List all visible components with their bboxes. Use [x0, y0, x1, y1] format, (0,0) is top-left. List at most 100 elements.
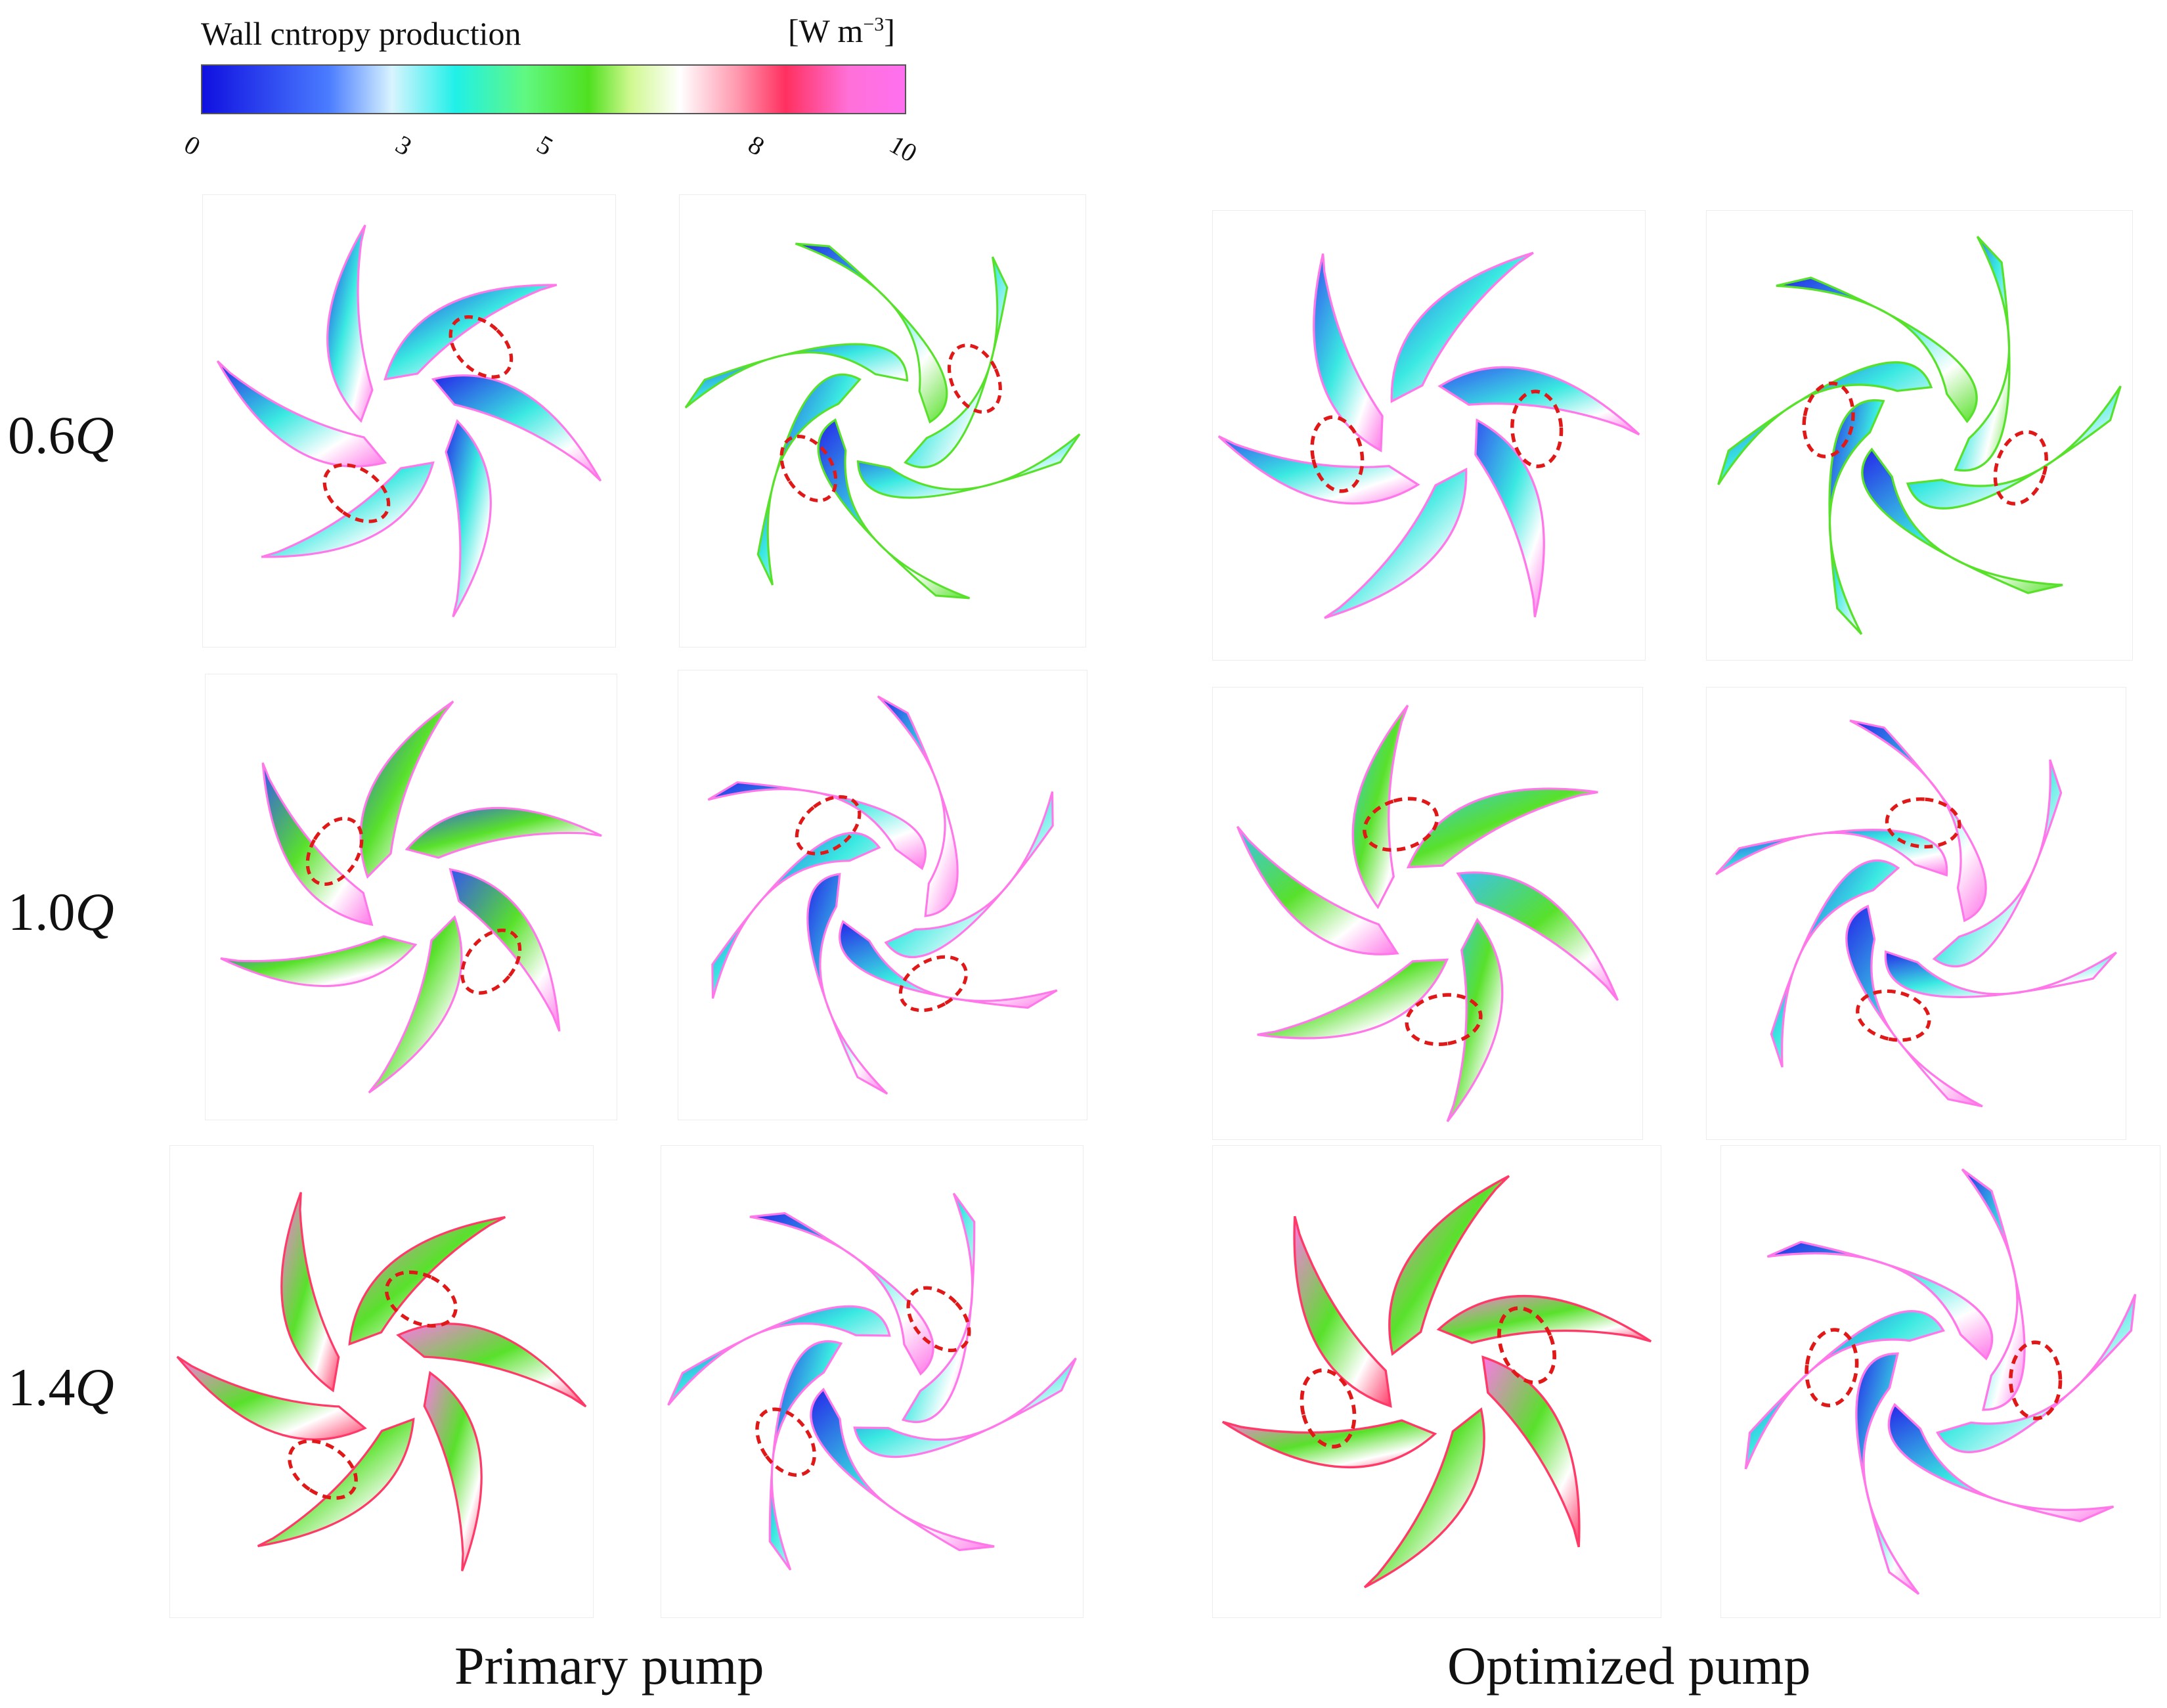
- group-label-primary-pump: Primary pump: [454, 1636, 764, 1696]
- blade-passage-1: [1324, 468, 1468, 619]
- blade-passage-1: [839, 920, 1058, 1009]
- highlight-ellipse-1: [898, 955, 968, 1013]
- blade-passage-5: [1776, 276, 1978, 424]
- blade-passage-6: [795, 242, 948, 424]
- blade-passage-3: [359, 700, 454, 879]
- blade-passage-6: [1257, 958, 1449, 1040]
- blade-passage-5: [877, 695, 959, 917]
- blade-passage-4: [707, 781, 927, 870]
- blade-passage-6: [884, 791, 1054, 959]
- highlight-ellipse-2: [795, 795, 862, 856]
- blade-passage-5: [684, 343, 909, 408]
- highlight-ellipse-1: [460, 929, 522, 995]
- blade-passage-4: [901, 1193, 976, 1424]
- blade-passage-1: [1236, 825, 1399, 955]
- hub: [369, 379, 449, 463]
- highlight-ellipse-1: [1856, 989, 1931, 1042]
- blade-passage-2: [806, 873, 888, 1095]
- blade-passage-5: [1932, 759, 2063, 968]
- blade-passage-6: [1954, 236, 2011, 472]
- blade-passage-2: [667, 1305, 891, 1406]
- colorbar-unit: [W m−3]: [788, 12, 895, 49]
- blade-passage-3: [1961, 1168, 2026, 1411]
- row-label-0.6Q: 0.6Q: [8, 405, 114, 465]
- blade-passage-1: [904, 256, 1009, 469]
- blade-passage-2: [348, 1215, 506, 1346]
- blade-passage-6: [368, 915, 463, 1094]
- highlight-ellipse-1: [288, 1439, 358, 1500]
- hub: [843, 380, 923, 462]
- contour-primary-1.4Q-left: [169, 1145, 594, 1618]
- group-label-optimized-pump: Optimized pump: [1447, 1636, 1811, 1696]
- blade-passage-3: [1406, 787, 1598, 869]
- contour-primary-1.4Q-right: [661, 1145, 1084, 1618]
- hub: [338, 1340, 425, 1423]
- highlight-ellipse-2: [1802, 382, 1855, 458]
- contour-primary-1.0Q-right: [678, 670, 1087, 1120]
- blade-passage-5: [257, 1417, 415, 1548]
- highlight-ellipse-1: [1510, 389, 1564, 468]
- blade-passage-2: [1351, 705, 1409, 909]
- contour-primary-0.6Q-left: [202, 194, 616, 647]
- blade-passage-4: [326, 224, 374, 423]
- hub: [1879, 391, 1960, 479]
- highlight-ellipse-1: [755, 1407, 816, 1477]
- blade-passage-1: [445, 419, 492, 618]
- blade-passage-4: [1717, 361, 1933, 485]
- highlight-ellipse-1: [1993, 430, 2048, 506]
- hub: [834, 1338, 910, 1426]
- blade-passage-5: [1446, 917, 1504, 1122]
- colorbar: [201, 64, 906, 114]
- contour-optimized-1.0Q-left: [1212, 687, 1643, 1140]
- row-label-1.4Q: 1.4Q: [8, 1357, 114, 1417]
- blade-passage-5: [1887, 1403, 2114, 1523]
- contour-optimized-1.0Q-right: [1706, 687, 2126, 1140]
- blade-passage-3: [216, 360, 387, 468]
- blade-passage-1: [1845, 904, 1983, 1108]
- hub: [370, 856, 452, 938]
- blade-passage-2: [1861, 447, 2063, 594]
- blade-passage-6: [431, 374, 602, 482]
- contour-optimized-1.4Q-right: [1720, 1145, 2160, 1618]
- blade-passage-3: [749, 1212, 934, 1376]
- blade-passage-1: [1906, 385, 2122, 510]
- colorbar-tick-5: 5: [532, 129, 558, 162]
- blade-passage-4: [1456, 871, 1619, 1001]
- contour-optimized-0.6Q-left: [1212, 210, 1646, 661]
- blade-passage-1: [1744, 1310, 1945, 1470]
- blade-passage-5: [1437, 366, 1640, 436]
- blade-passage-5: [383, 284, 558, 381]
- blade-passage-4: [1363, 1407, 1485, 1588]
- contour-primary-0.6Q-right: [679, 194, 1086, 647]
- colorbar-tick-10: 10: [885, 129, 923, 168]
- blade-passage-4: [1936, 1294, 2137, 1453]
- highlight-ellipse-1: [449, 315, 514, 379]
- blade-passage-3: [1313, 253, 1384, 452]
- hub: [1873, 872, 1959, 955]
- highlight-ellipse-2: [2009, 1340, 2063, 1420]
- blade-passage-2: [1770, 859, 1900, 1068]
- hub: [841, 856, 925, 934]
- blade-passage-4: [405, 806, 602, 859]
- blade-passage-2: [856, 433, 1081, 499]
- contour-optimized-1.4Q-left: [1212, 1145, 1661, 1618]
- hub: [1388, 869, 1468, 958]
- blade-passage-6: [176, 1355, 367, 1441]
- blade-passage-2: [1436, 1294, 1652, 1344]
- blade-passage-3: [1481, 1355, 1581, 1548]
- contour-primary-1.0Q-left: [205, 674, 617, 1120]
- blade-passage-4: [756, 373, 862, 586]
- blade-passage-1: [1388, 1175, 1510, 1356]
- hub: [1391, 1338, 1483, 1425]
- contour-optimized-0.6Q-right: [1706, 210, 2133, 661]
- row-label-1.0Q: 1.0Q: [8, 882, 114, 942]
- colorbar-tick-0: 0: [179, 129, 206, 162]
- highlight-ellipse-2: [322, 463, 391, 523]
- highlight-ellipse-1: [947, 343, 1002, 414]
- blade-passage-3: [1828, 399, 1885, 635]
- hub: [1384, 395, 1474, 475]
- blade-passage-2: [261, 762, 374, 927]
- blade-passage-3: [1715, 829, 1948, 877]
- blade-passage-3: [396, 1323, 587, 1408]
- blade-passage-6: [810, 1388, 995, 1552]
